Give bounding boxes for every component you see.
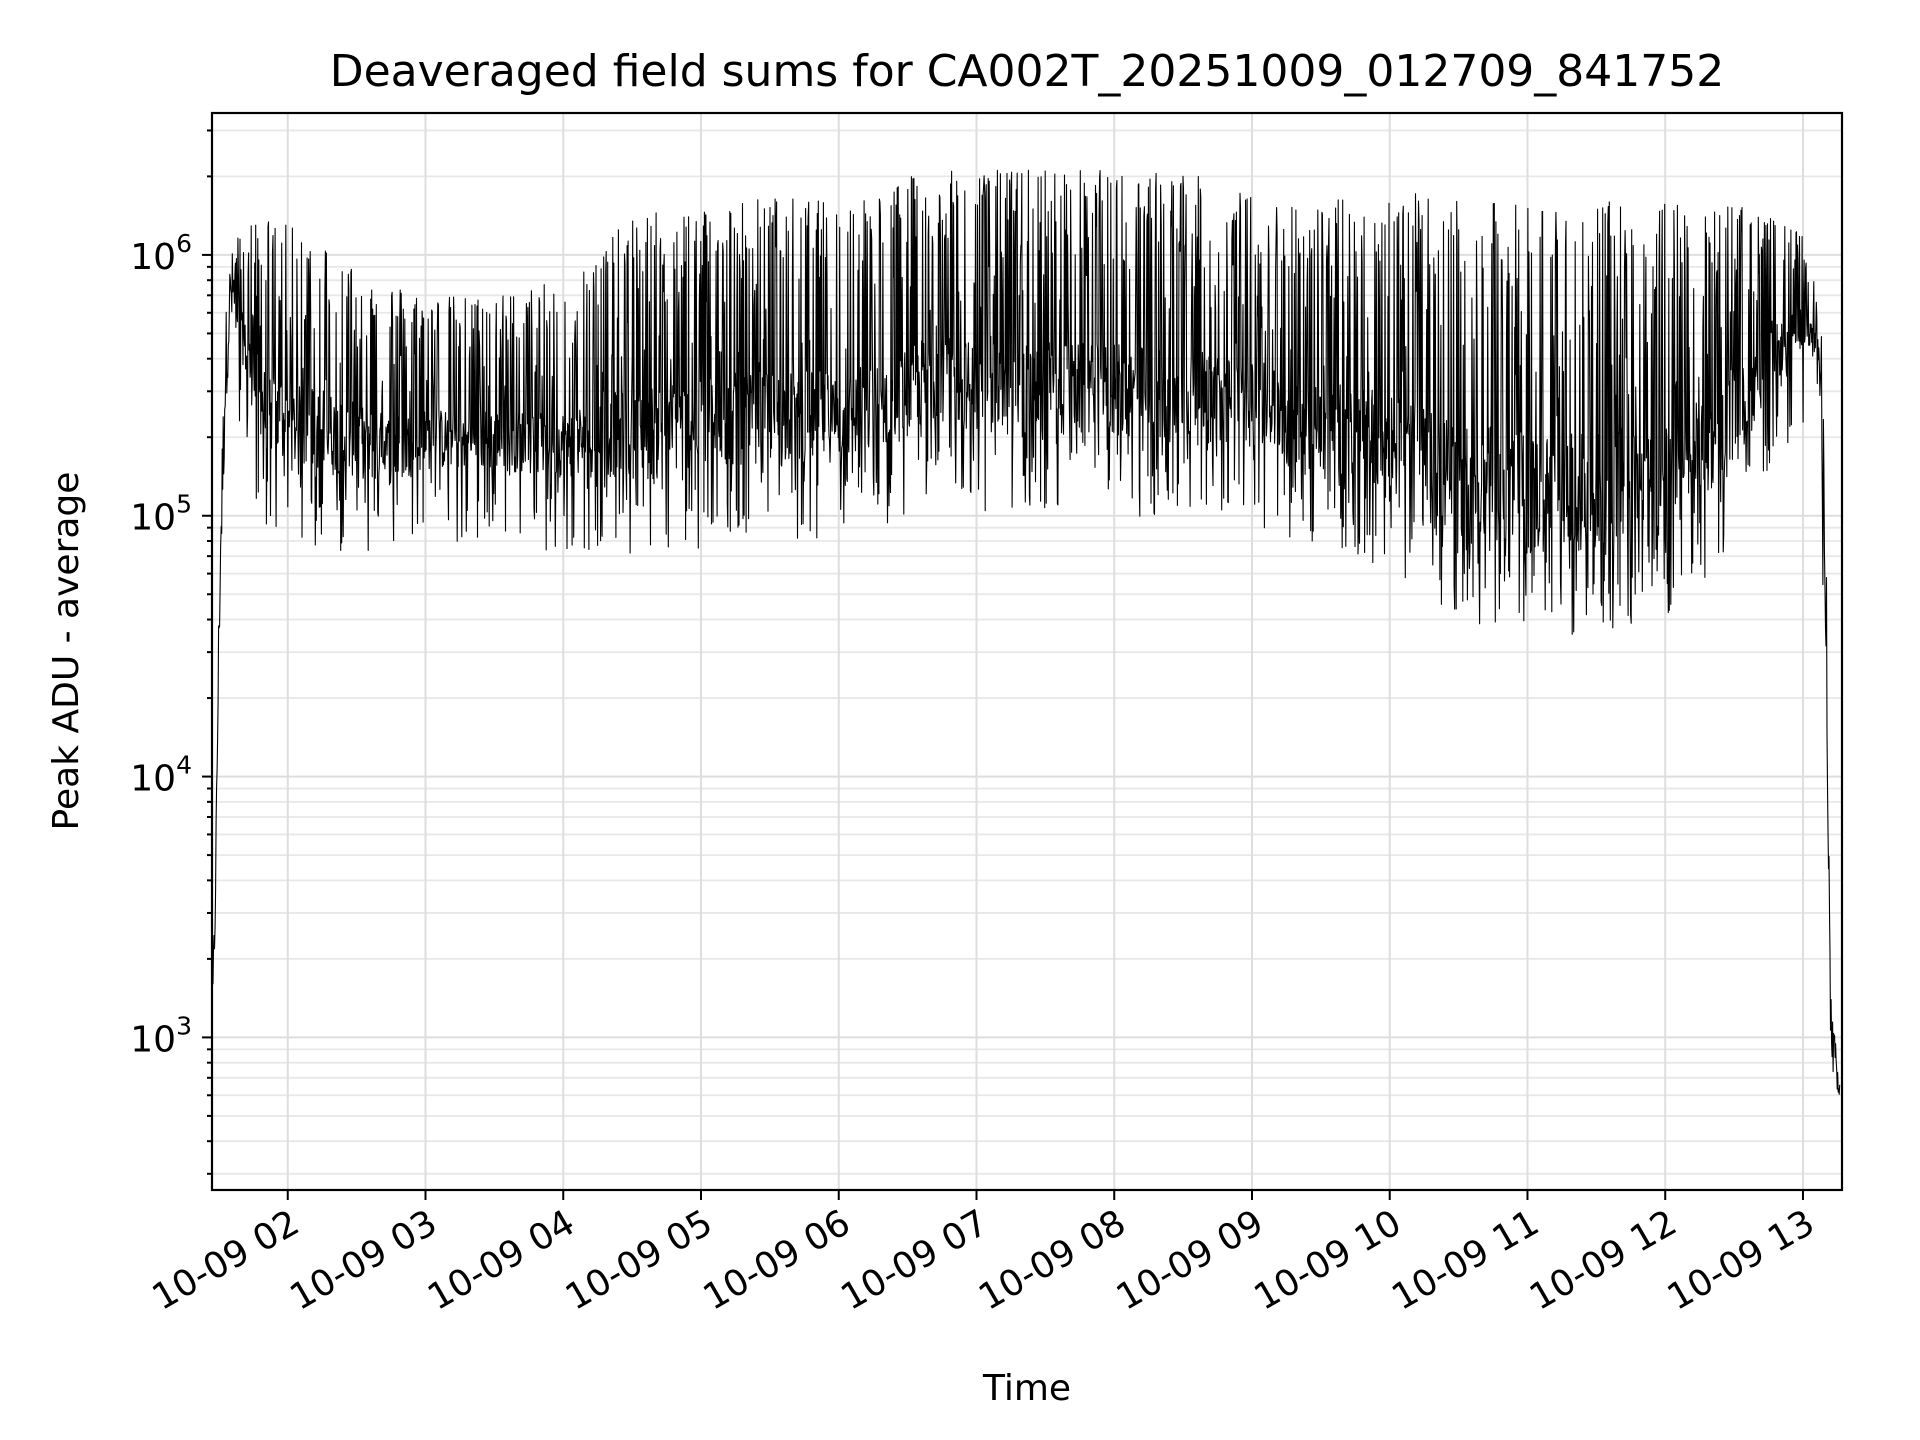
y-axis-label: Peak ADU - average [46, 472, 87, 831]
series-line [211, 169, 1841, 1095]
y-tick-label: 105 [130, 490, 192, 539]
grid-layer [212, 113, 1842, 1190]
x-axis-label: Time [982, 1368, 1071, 1409]
chart-title: Deaveraged field sums for CA002T_2025100… [330, 46, 1725, 97]
y-tick-label: 103 [130, 1011, 192, 1060]
y-tick-label: 106 [130, 229, 192, 278]
series-layer [211, 169, 1841, 1095]
y-tick-label: 104 [130, 751, 192, 800]
